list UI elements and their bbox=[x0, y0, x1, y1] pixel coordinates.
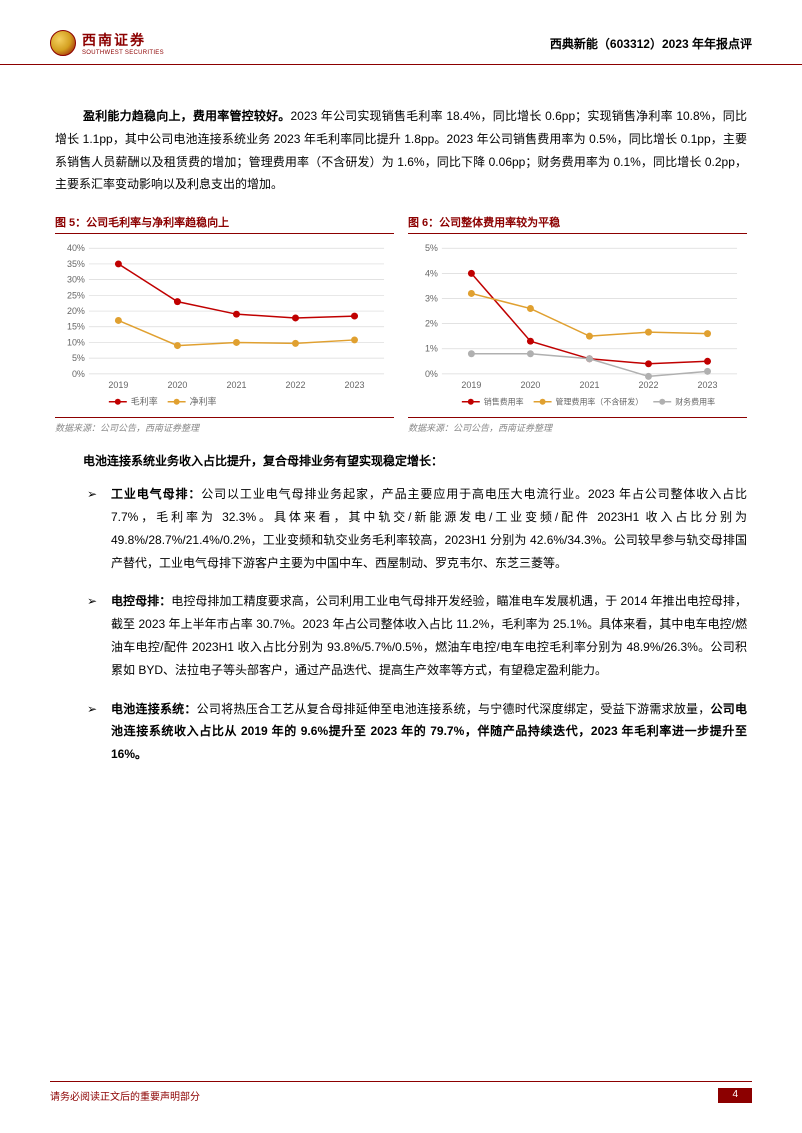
page-footer: 请务必阅读正文后的重要声明部分 4 bbox=[50, 1081, 752, 1103]
bullet1-rest: 公司以工业电气母排业务起家，产品主要应用于高电压大电流行业。2023 年占公司整… bbox=[111, 487, 747, 569]
para1-lead: 盈利能力趋稳向上，费用率管控较好。 bbox=[83, 109, 291, 123]
logo-text: 西南证券 SOUTHWEST SECURITIES bbox=[82, 30, 164, 56]
svg-text:1%: 1% bbox=[425, 344, 438, 354]
bullet2-lead: 电控母排： bbox=[111, 594, 171, 608]
svg-text:35%: 35% bbox=[67, 259, 85, 269]
svg-text:2022: 2022 bbox=[639, 380, 659, 390]
page-content: 盈利能力趋稳向上，费用率管控较好。2023 年公司实现销售毛利率 18.4%，同… bbox=[0, 65, 802, 766]
svg-text:2020: 2020 bbox=[520, 380, 540, 390]
logo-en: SOUTHWEST SECURITIES bbox=[82, 50, 164, 56]
svg-text:40%: 40% bbox=[67, 243, 85, 253]
svg-text:2022: 2022 bbox=[286, 380, 306, 390]
chart5-svg: 0% 5% 10% 15% 20% 25% 30% 35% 40% 2019 2020 2021 202… bbox=[55, 240, 394, 410]
chart5-title: 图 5：公司毛利率与净利率趋稳向上 bbox=[55, 214, 394, 234]
bullet2-rest: 电控母排加工精度要求高，公司利用工业电气母排开发经验，瞄准电车发展机遇，于 20… bbox=[111, 594, 747, 676]
svg-text:4%: 4% bbox=[425, 269, 438, 279]
svg-text:净利率: 净利率 bbox=[190, 396, 217, 407]
svg-text:15%: 15% bbox=[67, 322, 85, 332]
svg-text:3%: 3% bbox=[425, 294, 438, 304]
svg-text:2021: 2021 bbox=[226, 380, 246, 390]
page-number: 4 bbox=[718, 1088, 752, 1103]
chart6-source: 数据来源：公司公告，西南证券整理 bbox=[408, 417, 747, 434]
charts-row: 图 5：公司毛利率与净利率趋稳向上 0% 5% 10% 15% 20% 25% 30% 35%… bbox=[55, 214, 747, 434]
svg-text:30%: 30% bbox=[67, 275, 85, 285]
section-heading: 电池连接系统业务收入占比提升，复合母排业务有望实现稳定增长： bbox=[83, 452, 747, 469]
svg-text:财务费用率: 财务费用率 bbox=[675, 397, 715, 407]
chart5-col: 图 5：公司毛利率与净利率趋稳向上 0% 5% 10% 15% 20% 25% 30% 35%… bbox=[55, 214, 394, 434]
svg-text:2%: 2% bbox=[425, 319, 438, 329]
bullet3-rest-before: 公司将热压合工艺从复合母排延伸至电池连接系统，与宁德时代深度绑定，受益下游需求放… bbox=[197, 702, 711, 716]
header-title: 西典新能（603312）2023 年年报点评 bbox=[550, 35, 752, 52]
logo-area: 西南证券 SOUTHWEST SECURITIES bbox=[50, 30, 164, 56]
svg-text:25%: 25% bbox=[67, 291, 85, 301]
chart6-title: 图 6：公司整体费用率较为平稳 bbox=[408, 214, 747, 234]
svg-text:0%: 0% bbox=[425, 369, 438, 379]
chart6-svg: 0% 1% 2% 3% 4% 5% 2019 2020 2021 2022 2023 销售费用率 管理费… bbox=[408, 240, 747, 410]
svg-text:5%: 5% bbox=[425, 243, 438, 253]
svg-text:销售费用率: 销售费用率 bbox=[484, 397, 524, 407]
svg-text:0%: 0% bbox=[72, 369, 85, 379]
bullet3-lead: 电池连接系统： bbox=[111, 702, 197, 716]
svg-text:20%: 20% bbox=[67, 306, 85, 316]
page-header: 西南证券 SOUTHWEST SECURITIES 西典新能（603312）20… bbox=[0, 0, 802, 65]
svg-text:2023: 2023 bbox=[698, 380, 718, 390]
logo-icon bbox=[50, 30, 76, 56]
paragraph-profitability: 盈利能力趋稳向上，费用率管控较好。2023 年公司实现销售毛利率 18.4%，同… bbox=[55, 105, 747, 196]
chart5-source: 数据来源：公司公告，西南证券整理 bbox=[55, 417, 394, 434]
svg-text:5%: 5% bbox=[72, 353, 85, 363]
svg-text:2021: 2021 bbox=[579, 380, 599, 390]
svg-text:毛利率: 毛利率 bbox=[131, 396, 158, 407]
svg-text:2020: 2020 bbox=[167, 380, 187, 390]
bullet-list: 工业电气母排：公司以工业电气母排业务起家，产品主要应用于高电压大电流行业。202… bbox=[55, 483, 747, 766]
logo-cn: 西南证券 bbox=[82, 30, 164, 50]
svg-text:2019: 2019 bbox=[461, 380, 481, 390]
bullet1-lead: 工业电气母排： bbox=[111, 487, 201, 501]
footer-disclaimer: 请务必阅读正文后的重要声明部分 bbox=[50, 1088, 200, 1103]
svg-text:2023: 2023 bbox=[345, 380, 365, 390]
bullet-item-1: 工业电气母排：公司以工业电气母排业务起家，产品主要应用于高电压大电流行业。202… bbox=[111, 483, 747, 574]
chart6-col: 图 6：公司整体费用率较为平稳 0% 1% 2% 3% 4% 5% 2019 2020 2021… bbox=[408, 214, 747, 434]
svg-text:管理费用率（不含研发）: 管理费用率（不含研发） bbox=[556, 397, 644, 407]
bullet-item-3: 电池连接系统：公司将热压合工艺从复合母排延伸至电池连接系统，与宁德时代深度绑定，… bbox=[111, 698, 747, 766]
bullet-item-2: 电控母排：电控母排加工精度要求高，公司利用工业电气母排开发经验，瞄准电车发展机遇… bbox=[111, 590, 747, 681]
svg-text:2019: 2019 bbox=[108, 380, 128, 390]
svg-text:10%: 10% bbox=[67, 338, 85, 348]
